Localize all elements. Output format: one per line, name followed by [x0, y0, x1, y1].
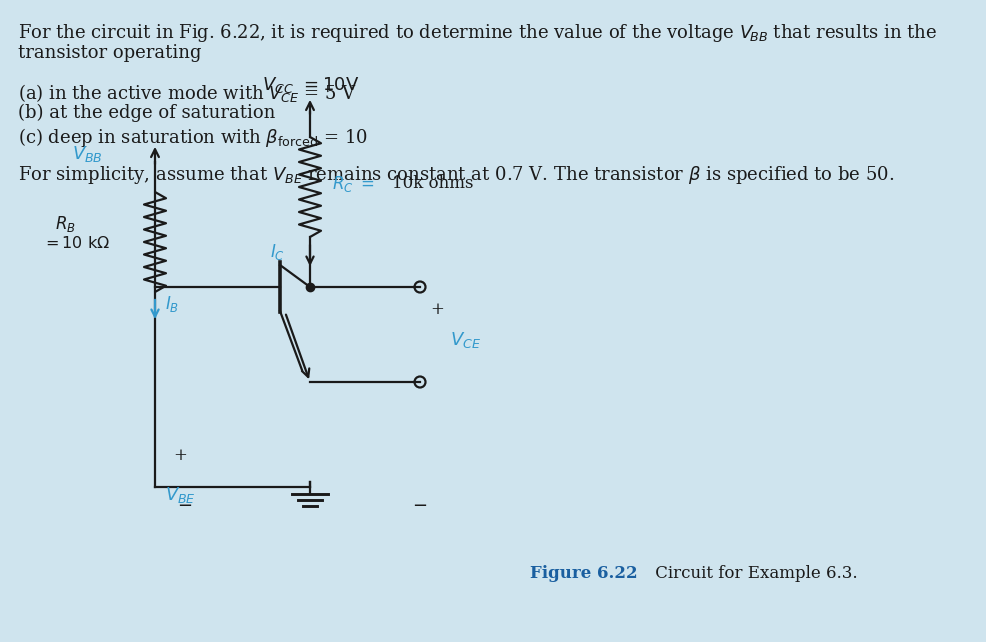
Text: $-$: $-$ — [412, 495, 427, 513]
Text: For the circuit in Fig. 6.22, it is required to determine the value of the volta: For the circuit in Fig. 6.22, it is requ… — [18, 22, 937, 44]
Text: $I_B$: $I_B$ — [165, 295, 179, 315]
Text: $V_{CE}$: $V_{CE}$ — [450, 329, 481, 349]
Text: $= 10\mathrm{V}$: $= 10\mathrm{V}$ — [300, 76, 359, 94]
Text: 10k ohms: 10k ohms — [392, 175, 473, 193]
Text: $V_{CC}$: $V_{CC}$ — [262, 75, 294, 95]
Text: transistor operating: transistor operating — [18, 44, 201, 62]
Text: (b) at the edge of saturation: (b) at the edge of saturation — [18, 104, 275, 122]
Text: +: + — [430, 300, 444, 318]
Text: Figure 6.22: Figure 6.22 — [530, 566, 638, 582]
Text: +: + — [173, 446, 187, 464]
Text: $I_C$: $I_C$ — [270, 243, 285, 263]
Text: $R_B$: $R_B$ — [55, 214, 76, 234]
Text: $V_{BE}$: $V_{BE}$ — [165, 485, 196, 505]
Text: $= 10\ \mathrm{k\Omega}$: $= 10\ \mathrm{k\Omega}$ — [42, 236, 110, 252]
Text: $V_{BB}$: $V_{BB}$ — [72, 144, 103, 164]
Text: (c) deep in saturation with $\beta_{\mathrm{forced}}$ = 10: (c) deep in saturation with $\beta_{\mat… — [18, 126, 368, 149]
Text: (a) in the active mode with $V_{CE}$ = 5 V: (a) in the active mode with $V_{CE}$ = 5… — [18, 82, 357, 104]
Text: $R_C\ =$: $R_C\ =$ — [332, 174, 375, 194]
Text: For simplicity, assume that $V_{BE}$ remains constant at 0.7 V. The transistor $: For simplicity, assume that $V_{BE}$ rem… — [18, 164, 894, 186]
Text: $-$: $-$ — [177, 495, 192, 513]
Text: Circuit for Example 6.3.: Circuit for Example 6.3. — [650, 566, 858, 582]
